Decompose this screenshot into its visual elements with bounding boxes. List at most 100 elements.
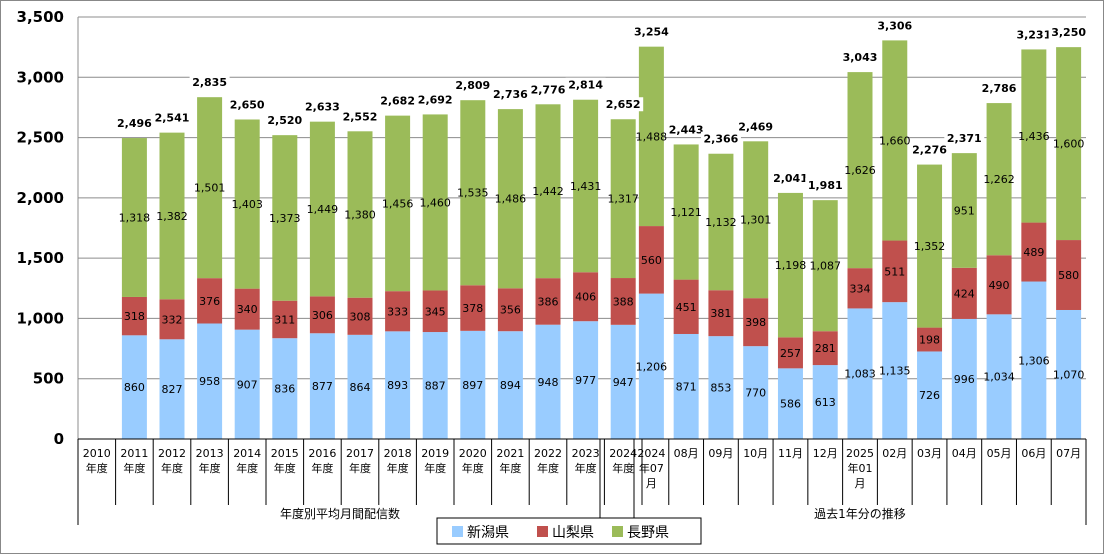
total-label-bg bbox=[631, 24, 672, 39]
x-category-label-line: 2012 bbox=[158, 447, 186, 460]
x-category-label-line: 年度 bbox=[86, 461, 108, 475]
bar-segment bbox=[1056, 240, 1082, 310]
segment-value-label: 345 bbox=[425, 305, 446, 318]
bars bbox=[121, 40, 1082, 439]
y-tick-label: 3,000 bbox=[17, 68, 64, 86]
x-category-label-line: 09月 bbox=[708, 447, 733, 460]
segment-value-label: 281 bbox=[815, 342, 836, 355]
group-label-annual: 年度別平均月間配信数 bbox=[280, 506, 400, 521]
segment-value-label: 398 bbox=[745, 316, 766, 329]
y-tick-label: 500 bbox=[33, 370, 64, 388]
segment-value-label: 1,626 bbox=[844, 164, 876, 177]
total-value-label: 2,366 bbox=[704, 133, 739, 146]
segment-value-label: 1,317 bbox=[607, 193, 639, 206]
legend-swatch bbox=[612, 526, 623, 537]
segment-value-label: 1,460 bbox=[419, 196, 451, 209]
segment-value-label: 893 bbox=[387, 379, 408, 392]
x-category-label: 2012 年度 bbox=[158, 447, 186, 475]
total-label-bg bbox=[700, 131, 741, 146]
x-category-label-line: 年度 bbox=[349, 461, 371, 475]
segment-value-label: 951 bbox=[954, 204, 975, 217]
segment-value-label: 381 bbox=[710, 307, 731, 320]
total-label-bg bbox=[264, 113, 305, 128]
segment-value-label: 996 bbox=[954, 373, 975, 386]
segment-value-label: 376 bbox=[199, 295, 220, 308]
total-label-bg bbox=[874, 18, 915, 33]
x-category-label-line: 2024 bbox=[609, 447, 637, 460]
bar-segment bbox=[234, 288, 260, 330]
total-label-bg bbox=[735, 119, 776, 134]
total-value-label: 2,496 bbox=[117, 117, 152, 130]
segment-value-label: 1,206 bbox=[636, 360, 668, 373]
x-category-label-line: 11月 bbox=[778, 447, 803, 460]
segment-value-label: 198 bbox=[919, 334, 940, 347]
total-value-label: 3,231 bbox=[1016, 28, 1051, 41]
total-label-bg bbox=[490, 87, 531, 102]
bar-segment bbox=[159, 339, 185, 439]
segment-value-label: 511 bbox=[884, 265, 905, 278]
total-value-label: 3,250 bbox=[1051, 26, 1086, 39]
bar-segment bbox=[638, 46, 664, 227]
bar-segment bbox=[743, 298, 769, 347]
x-category-label-line: 2010 bbox=[83, 447, 111, 460]
total-label-bg bbox=[415, 92, 456, 107]
legend-box bbox=[436, 517, 702, 545]
segment-value-label: 1,132 bbox=[705, 216, 737, 229]
bar-segment bbox=[460, 100, 486, 286]
x-category-label-line: 2018 bbox=[384, 447, 412, 460]
segment-value-label: 864 bbox=[350, 381, 371, 394]
bar-segment bbox=[1021, 281, 1047, 439]
x-category-label: 08月 bbox=[674, 447, 699, 460]
x-category-label-line: 2022 bbox=[534, 447, 562, 460]
x-category-label-line: 年度 bbox=[199, 461, 221, 475]
segment-value-label: 1,486 bbox=[495, 193, 527, 206]
x-category-label-line: 年度 bbox=[575, 461, 597, 475]
segment-value-label: 308 bbox=[350, 310, 371, 323]
legend-label: 長野県 bbox=[627, 525, 669, 541]
segment-value-label: 406 bbox=[575, 291, 596, 304]
x-category-label: 2023 年度 bbox=[572, 447, 600, 475]
bar-segment bbox=[917, 164, 943, 328]
x-category-label-line: 年度 bbox=[537, 461, 559, 475]
x-category-label-line: 2017 bbox=[346, 447, 374, 460]
bar-segment bbox=[847, 72, 873, 269]
x-category-label-line: 2023 bbox=[572, 447, 600, 460]
total-value-label: 2,682 bbox=[380, 95, 415, 108]
x-category-label: 05月 bbox=[987, 447, 1012, 460]
x-category-label-line: 02月 bbox=[882, 447, 907, 460]
total-label-bg bbox=[805, 178, 846, 193]
segment-value-label: 340 bbox=[237, 303, 258, 316]
bar-segment bbox=[497, 331, 523, 439]
bar-segment bbox=[882, 240, 908, 303]
x-category-label: 09月 bbox=[708, 447, 733, 460]
total-value-label: 3,306 bbox=[877, 19, 912, 32]
segment-value-label: 334 bbox=[850, 282, 871, 295]
legend-label: 新潟県 bbox=[467, 525, 509, 541]
segment-value-label: 1,083 bbox=[844, 368, 876, 381]
bar-segment bbox=[951, 318, 977, 439]
bar-segment bbox=[309, 121, 335, 297]
bar-segment bbox=[917, 351, 943, 439]
x-category-label-line: 年度 bbox=[424, 461, 446, 475]
x-category-label-line: 2019 bbox=[421, 447, 449, 460]
bar-segment bbox=[197, 278, 223, 324]
bar-segment bbox=[422, 114, 448, 291]
bar-segment bbox=[309, 333, 335, 439]
bar-segment bbox=[777, 192, 803, 338]
x-category-label: 2013 年度 bbox=[196, 447, 224, 475]
bar-segment bbox=[986, 255, 1012, 315]
segment-value-label: 948 bbox=[538, 376, 559, 389]
segment-value-label: 1,436 bbox=[1018, 130, 1050, 143]
bar-segment bbox=[385, 291, 411, 332]
y-tick-label: 1,500 bbox=[17, 249, 64, 267]
data-labels: 860 318 1,318 2,496 827 332 1,382 2,541 958 376 1,… bbox=[114, 18, 1089, 411]
x-category-label-line: 2025 bbox=[846, 447, 874, 460]
x-category-label: 07月 bbox=[1056, 447, 1081, 460]
x-category-label: 2024 年度 bbox=[609, 447, 637, 475]
bar-segment bbox=[610, 119, 636, 279]
x-category-label: 2017 年度 bbox=[346, 447, 374, 475]
x-category-label-line: 06月 bbox=[1021, 447, 1046, 460]
total-value-label: 2,809 bbox=[455, 79, 490, 92]
x-category-label-line: 2021 bbox=[496, 447, 524, 460]
